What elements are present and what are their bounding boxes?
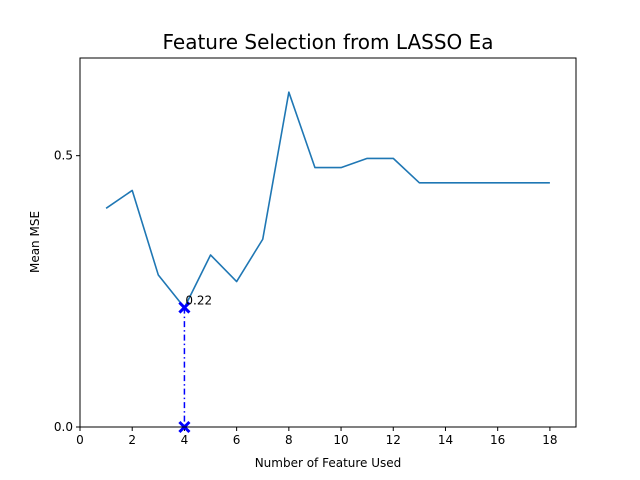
x-tick-label: 16 (490, 433, 505, 447)
x-tick-label: 12 (386, 433, 401, 447)
chart-title: Feature Selection from LASSO Ea (162, 30, 493, 54)
annotation-label: 0.22 (185, 294, 212, 308)
x-tick-label: 18 (542, 433, 557, 447)
annotation-x-marker (178, 301, 191, 314)
axes-frame (79, 57, 577, 428)
y-axis-label: Mean MSE (28, 211, 42, 273)
plot-area: 0 2 4 6 8 10 12 14 16 18 0.0 0.5 0.22 (54, 57, 577, 447)
x-tick-label: 4 (181, 433, 189, 447)
y-tick-label: 0.5 (54, 149, 73, 163)
y-tick-label: 0.0 (54, 420, 73, 434)
x-tick-label: 14 (438, 433, 453, 447)
x-tick-label: 6 (233, 433, 241, 447)
x-tick-label: 0 (76, 433, 84, 447)
x-axis-label: Number of Feature Used (255, 456, 402, 470)
x-tick-label: 10 (333, 433, 348, 447)
x-tick-label: 8 (285, 433, 293, 447)
x-tick-label: 2 (128, 433, 136, 447)
